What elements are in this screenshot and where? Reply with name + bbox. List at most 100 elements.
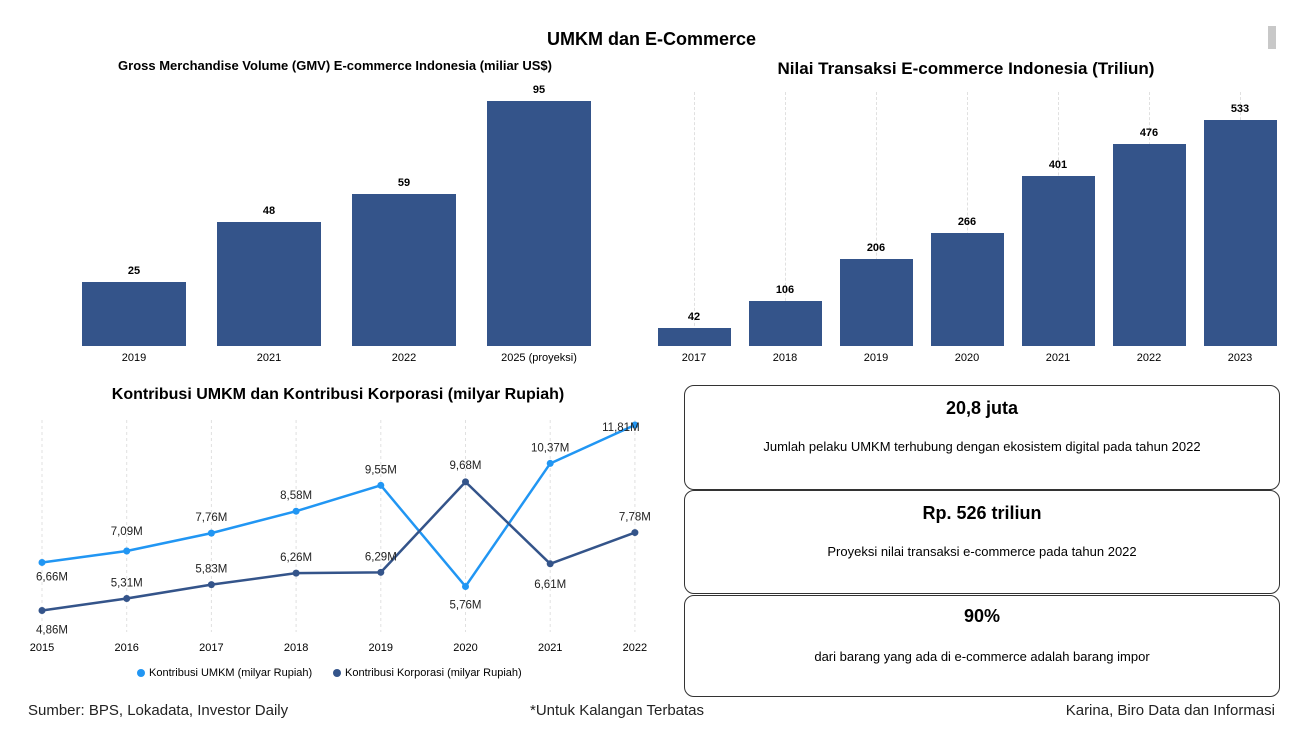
info-card-value: 90% [963,606,1001,626]
info-card-description: Jumlah pelaku UMKM terhubung dengan ekos… [763,439,1201,454]
point-korporasi-2018[interactable] [292,569,300,577]
data-label: 266 [957,216,977,229]
data-label: 9,55M [365,464,397,476]
bar-2019[interactable] [839,258,913,346]
point-umkm-2020[interactable] [462,582,469,590]
data-label: 95 [532,84,546,96]
data-label: 48 [262,205,276,218]
x-tick-label: 2022 [391,352,417,364]
data-label: 25 [127,264,141,277]
data-label: 4,86M [36,625,68,637]
point-umkm-2021[interactable] [546,459,554,467]
data-label: 5,83M [195,564,227,576]
info-card-umkm-digital: 20,8 juta Jumlah pelaku UMKM terhubung d… [684,385,1280,490]
bar-2022[interactable] [352,193,456,346]
x-tick-label: 2021 [256,352,282,364]
data-label: 10,37M [531,442,569,454]
legend-umkm-label: Kontribusi UMKM (milyar Rupiah) [149,667,313,679]
info-card-description: Proyeksi nilai transaksi e-commerce pada… [827,544,1137,559]
gridline [876,92,877,346]
bar-2023[interactable] [1203,120,1277,346]
x-tick-label: 2019 [863,352,889,364]
data-label: 9,68M [450,460,482,472]
x-tick-label: 2018 [284,642,308,654]
data-label: 8,58M [280,490,312,502]
info-card-transaksi-proyeksi: Rp. 526 triliun Proyeksi nilai transaksi… [684,490,1280,594]
bar-2021[interactable] [1021,175,1095,346]
data-label: 206 [866,241,886,254]
point-korporasi-2015[interactable] [38,607,46,614]
point-korporasi-2022[interactable] [631,529,639,537]
x-tick-label: 2020 [453,642,477,654]
point-umkm-2018[interactable] [292,507,300,515]
bar-2021[interactable] [217,222,321,346]
legend-umkm-marker-icon [137,669,145,677]
info-card-description: dari barang yang ada di e-commerce adala… [814,649,1150,664]
kontribusi-line-chart: 2015 2016 2017 2018 2019 2020 2021 2022 6,66M 7,0… [30,420,651,654]
transaksi-chart-title: Nilai Transaksi E-commerce Indonesia (Tr… [777,59,1155,78]
point-korporasi-2016[interactable] [123,594,131,602]
x-tick-label: 2022 [623,642,647,654]
x-tick-label: 2017 [681,352,707,364]
footer-author: Karina, Biro Data dan Informasi [1065,702,1275,719]
data-label: 6,61M [534,579,566,591]
x-tick-label: 2021 [1045,352,1071,364]
gmv-bar-chart: 25 2019 48 2021 59 2022 95 2025 (proyeksi) [0,0,650,380]
info-card-barang-impor: 90% dari barang yang ada di e-commerce a… [684,595,1280,697]
data-label: 7,76M [195,512,227,524]
point-umkm-2015[interactable] [38,558,46,566]
point-umkm-2016[interactable] [123,547,131,555]
x-tick-label: 2025 (proyeksi) [501,352,577,364]
x-tick-label: 2022 [1136,352,1162,364]
point-umkm-2022[interactable] [631,421,639,429]
data-label: 6,66M [36,571,68,583]
x-tick-label: 2023 [1227,352,1253,364]
gridline [967,92,968,346]
data-label: 7,78M [619,512,651,524]
data-label: 5,76M [450,599,482,611]
legend-korporasi-marker-icon [333,669,341,677]
bar-2025[interactable] [487,101,591,346]
series-line-umkm [41,423,636,589]
scrollbar-handle[interactable] [1268,26,1276,49]
data-label: 7,09M [111,526,143,538]
point-korporasi-2017[interactable] [207,581,215,589]
point-umkm-2019[interactable] [377,481,385,489]
data-label: 42 [687,311,701,324]
footer-note: *Untuk Kalangan Terbatas [530,702,705,719]
x-tick-label: 2019 [369,642,393,654]
bar-2017[interactable] [657,328,731,346]
gmv-chart-title: Gross Merchandise Volume (GMV) E-commerc… [118,58,552,73]
info-card-value: 20,8 juta [945,398,1019,418]
x-tick-label: 2021 [538,642,562,654]
bar-2018[interactable] [748,301,822,346]
data-label: 476 [1139,127,1159,140]
data-label: 5,31M [111,577,143,589]
data-label: 11,81M [602,422,640,434]
info-card-value: Rp. 526 triliun [922,503,1042,523]
data-label: 401 [1048,158,1068,171]
bar-2020[interactable] [930,233,1004,346]
point-umkm-2017[interactable] [207,529,215,537]
point-korporasi-2020[interactable] [462,478,469,486]
x-tick-label: 2015 [30,642,54,654]
point-korporasi-2019[interactable] [377,568,385,576]
x-tick-label: 2016 [114,642,138,654]
data-label: 6,26M [280,552,312,564]
x-tick-label: 2019 [121,352,147,364]
x-tick-label: 2018 [772,352,798,364]
bar-2022[interactable] [1112,144,1186,346]
point-korporasi-2021[interactable] [546,560,554,568]
legend-korporasi[interactable]: Kontribusi Korporasi (milyar Rupiah) [333,667,522,679]
page-title: UMKM dan E-Commerce [546,29,757,49]
transaksi-bar-chart: 42 2017 106 2018 206 2019 266 2020 401 2021 476 202… [657,92,1277,364]
bar-2019[interactable] [82,281,186,346]
data-label: 6,29M [365,551,397,563]
data-label: 59 [397,176,411,189]
gridline [694,92,695,346]
data-label: 106 [775,284,795,297]
x-tick-label: 2020 [954,352,980,364]
kontribusi-chart-title: Kontribusi UMKM dan Kontribusi Korporasi… [111,386,565,403]
legend-umkm[interactable]: Kontribusi UMKM (milyar Rupiah) [137,667,312,679]
footer-source: Sumber: BPS, Lokadata, Investor Daily [28,702,289,719]
